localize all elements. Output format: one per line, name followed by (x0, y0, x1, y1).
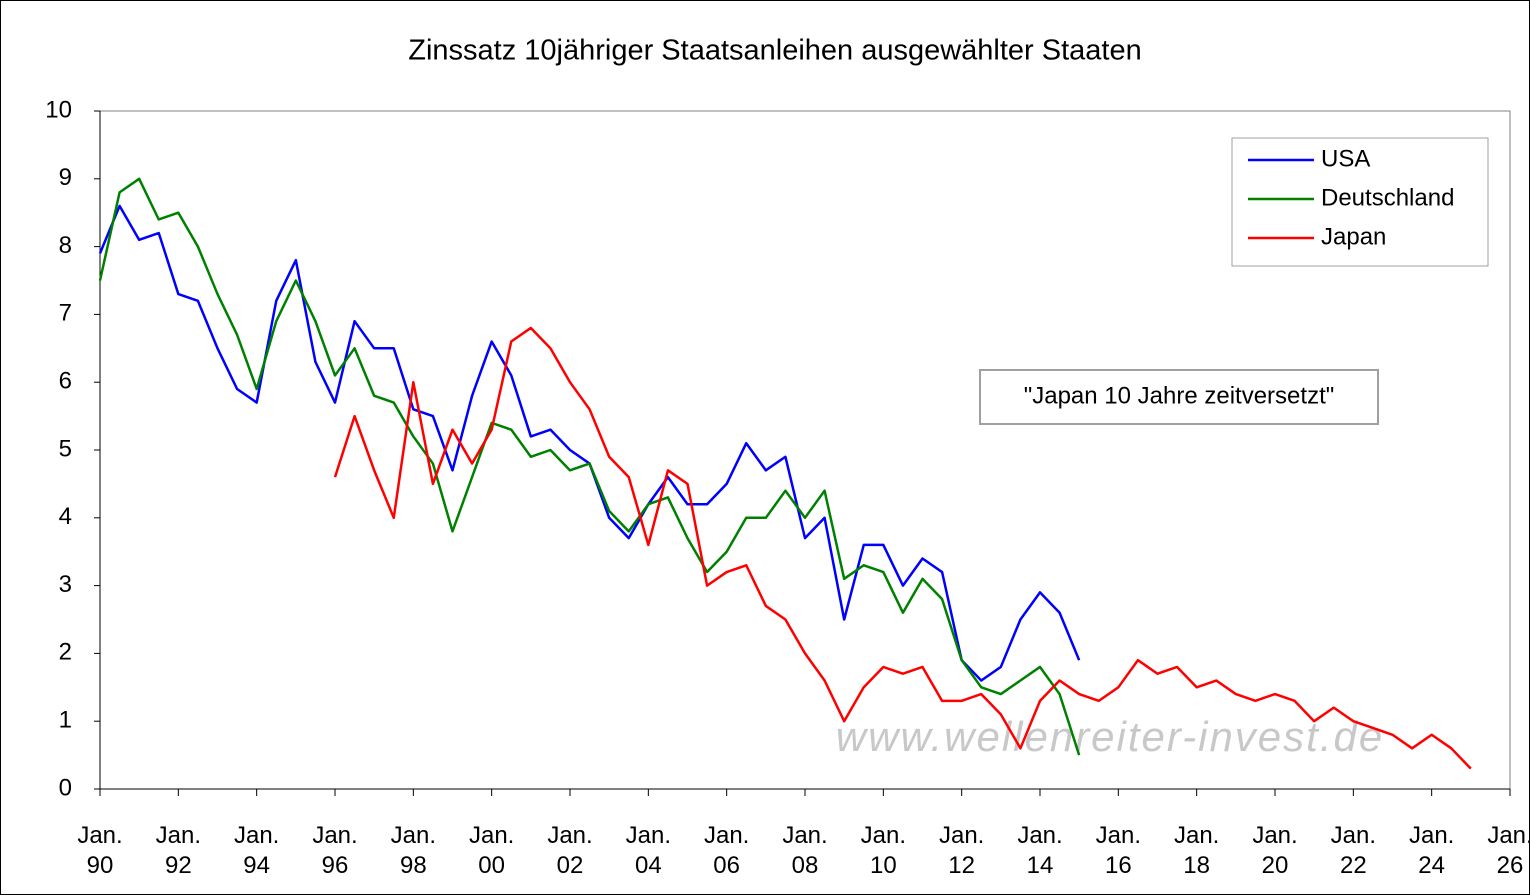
x-tick-label: Jan. 92 (155, 822, 202, 879)
legend-label: USA (1321, 145, 1370, 172)
x-tick-label: Jan. 98 (390, 822, 437, 879)
x-tick-label: Jan. 16 (1095, 822, 1142, 879)
x-tick-label: Jan. 22 (1330, 822, 1377, 879)
series-line (98, 177, 1081, 756)
y-tick-label: 0 (59, 774, 72, 801)
annotation: "Japan 10 Jahre zeitversetzt" (1024, 382, 1335, 409)
y-tick-label: 3 (59, 571, 72, 598)
y-tick-label: 9 (59, 164, 72, 191)
x-tick-label: Jan. 18 (1173, 822, 1220, 879)
legend-label: Japan (1321, 223, 1386, 250)
y-tick-label: 2 (59, 639, 72, 666)
watermark: www.wellenreiter-invest.de (836, 713, 1384, 760)
y-tick-label: 5 (59, 435, 72, 462)
x-tick-label: Jan. 20 (1252, 822, 1298, 879)
x-tick-label: Jan. 96 (312, 822, 358, 879)
x-tick-label: Jan. 12 (938, 822, 985, 879)
legend-label: Deutschland (1321, 184, 1454, 211)
series-line (333, 326, 1472, 770)
x-tick-label: Jan. 90 (77, 822, 123, 879)
x-tick-label: Jan. 06 (703, 822, 750, 879)
y-tick-label: 6 (59, 368, 72, 395)
y-tick-label: 8 (59, 232, 72, 259)
x-tick-label: Jan. 04 (625, 822, 672, 879)
x-tick-label: Jan. 00 (468, 822, 515, 879)
x-tick-label: Jan. 14 (1017, 822, 1063, 879)
x-tick-label: Jan. 24 (1408, 822, 1455, 879)
y-tick-label: 4 (59, 503, 72, 530)
x-tick-label: Jan. 94 (233, 822, 280, 879)
x-tick-label: Jan. 10 (860, 822, 907, 879)
chart-title: Zinssatz 10jähriger Staatsanleihen ausge… (408, 35, 1142, 67)
y-tick-label: 7 (59, 300, 72, 327)
x-tick-label: Jan. 02 (547, 822, 593, 879)
annotation-box (979, 369, 1379, 425)
y-tick-label: 1 (59, 707, 72, 734)
y-tick-label: 10 (45, 96, 72, 123)
x-tick-label: Jan. 08 (782, 822, 828, 879)
x-tick-label: Jan. 26 (1487, 822, 1530, 879)
